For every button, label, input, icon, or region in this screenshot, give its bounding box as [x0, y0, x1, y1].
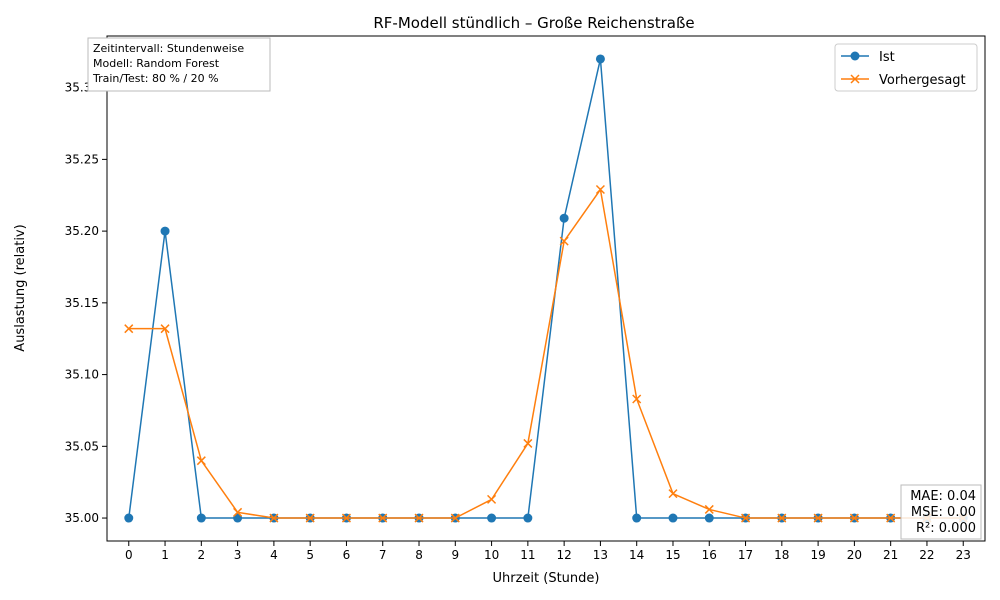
data-point	[196, 513, 206, 523]
y-tick-label: 35.15	[65, 296, 99, 310]
info-box-frame	[87, 37, 271, 92]
x-tick-label: 3	[234, 548, 242, 562]
data-point	[704, 504, 714, 514]
data-point	[523, 438, 533, 448]
x-tick-label: 5	[306, 548, 314, 562]
data-point	[559, 213, 569, 223]
x-tick-label: 22	[919, 548, 934, 562]
metrics-line: R²: 0.000	[916, 521, 976, 536]
data-point	[124, 513, 134, 523]
x-tick-label: 21	[883, 548, 898, 562]
data-point	[777, 513, 787, 523]
data-point	[487, 494, 497, 504]
y-tick-label: 35.10	[65, 368, 99, 382]
x-axis-label: Uhrzeit (Stunde)	[493, 571, 600, 586]
y-tick-label: 35.05	[65, 439, 99, 453]
data-point	[595, 54, 605, 64]
x-tick-label: 1	[161, 548, 169, 562]
data-point	[233, 513, 243, 523]
x-tick-label: 6	[343, 548, 351, 562]
y-axis-label: Auslastung (relativ)	[13, 224, 28, 351]
y-tick-label: 35.00	[65, 511, 99, 525]
data-point	[160, 226, 170, 236]
plot-frame	[106, 35, 986, 542]
x-tick-label: 14	[629, 548, 644, 562]
data-point	[341, 513, 351, 523]
data-point	[160, 324, 170, 334]
metrics-line: MAE: 0.04	[910, 489, 976, 504]
legend-marker-ist	[850, 51, 860, 61]
data-point	[741, 513, 751, 523]
metrics-box: MAE: 0.04 MSE: 0.00 R²: 0.000	[900, 484, 982, 540]
data-point	[668, 513, 678, 523]
series-line	[128, 58, 964, 519]
info-box: Zeitintervall: Stundenweise Modell: Rand…	[87, 37, 271, 92]
series-line	[128, 187, 964, 519]
data-point	[559, 236, 569, 246]
plot-area	[106, 35, 986, 542]
x-tick-label: 7	[379, 548, 387, 562]
legend-label-ist: Ist	[879, 50, 895, 65]
data-point	[595, 184, 605, 195]
x-tick-label: 11	[520, 548, 535, 562]
y-tick-label: 35.25	[65, 152, 99, 166]
legend-label-vorhergesagt: Vorhergesagt	[879, 73, 966, 88]
data-point	[632, 394, 642, 404]
data-point	[813, 513, 823, 523]
x-tick-label: 12	[556, 548, 571, 562]
x-tick-label: 23	[956, 548, 971, 562]
data-point	[124, 324, 134, 334]
metrics-box-frame	[900, 484, 982, 540]
x-tick-label: 15	[665, 548, 680, 562]
x-tick-label: 0	[125, 548, 133, 562]
chart-title: RF-Modell stündlich – Große Reichenstraß…	[373, 14, 694, 32]
info-box-line: Train/Test: 80 % / 20 %	[92, 72, 219, 85]
x-axis: 0 1 2 3 4 5 6 7 8 9 10 11 12 13 14 15 16 17 18 19 20 21 22 23	[125, 541, 971, 562]
x-tick-label: 17	[738, 548, 753, 562]
x-tick-label: 16	[702, 548, 717, 562]
info-box-line: Modell: Random Forest	[93, 57, 220, 70]
x-tick-label: 18	[774, 548, 789, 562]
data-point	[523, 513, 533, 523]
x-tick-label: 8	[415, 548, 423, 562]
data-point	[305, 513, 315, 523]
y-tick-label: 35.20	[65, 224, 99, 238]
legend-item-ist: Ist	[841, 50, 895, 65]
data-point	[487, 513, 497, 523]
x-tick-label: 10	[484, 548, 499, 562]
data-point	[668, 489, 678, 499]
legend-frame	[834, 43, 978, 92]
series-1	[124, 184, 968, 523]
data-point	[414, 513, 424, 523]
data-point	[450, 513, 460, 523]
data-point	[233, 507, 243, 517]
data-point	[704, 513, 714, 523]
x-tick-label: 4	[270, 548, 278, 562]
data-point	[378, 513, 388, 523]
x-tick-label: 2	[198, 548, 206, 562]
series-0	[124, 54, 968, 523]
data-point	[849, 513, 859, 523]
x-tick-label: 20	[847, 548, 862, 562]
x-tick-label: 19	[810, 548, 825, 562]
metrics-line: MSE: 0.00	[911, 505, 976, 520]
x-tick-label: 9	[451, 548, 459, 562]
data-point	[196, 456, 206, 466]
data-point	[632, 513, 642, 523]
x-tick-label: 13	[593, 548, 608, 562]
legend: Ist Vorhergesagt	[834, 43, 978, 92]
data-point	[886, 513, 896, 523]
legend-item-vorhergesagt: Vorhergesagt	[841, 73, 966, 88]
data-point	[269, 513, 279, 523]
series-layer	[124, 54, 968, 523]
info-box-line: Zeitintervall: Stundenweise	[93, 42, 244, 55]
legend-marker-vorhergesagt	[850, 74, 860, 84]
